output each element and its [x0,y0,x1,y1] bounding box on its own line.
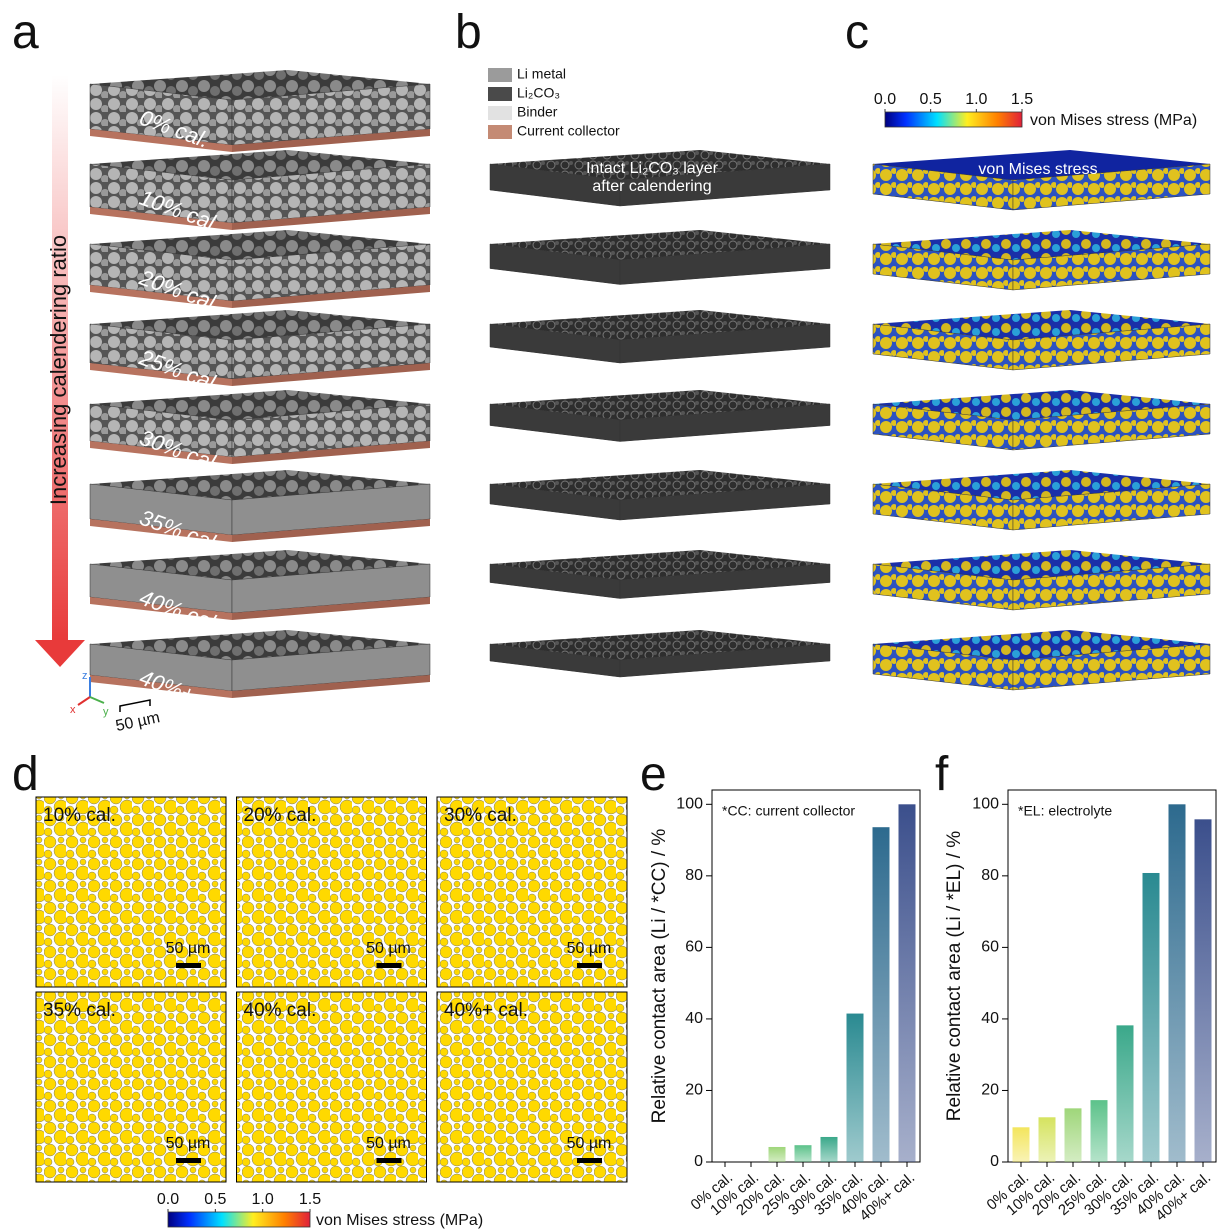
scale-bar [577,963,602,968]
legend-label: Binder [517,104,558,120]
y-axis-label: Relative contact area (Li / *EL) / % [944,831,965,1122]
scale-label: 50 µm [567,940,612,957]
colorbar-tick-label: 0.5 [204,1191,226,1208]
legend-label: Current collector [517,123,620,139]
bar [1195,819,1212,1162]
panel-letter: b [455,6,482,59]
colorbar [168,1212,310,1227]
y-tick-label: 100 [972,796,999,813]
bar [1065,1108,1082,1162]
colorbar-tick-label: 0.0 [874,91,896,108]
panel-letter: a [12,6,39,59]
y-tick-label: 80 [981,867,999,884]
colorbar-tick-label: 1.5 [1011,91,1033,108]
bar [1169,804,1186,1162]
axis-x-label: x [70,704,76,716]
bar [795,1145,812,1162]
bar [1013,1127,1030,1162]
colorbar-tick-label: 0.0 [157,1191,179,1208]
bar [769,1147,786,1162]
scale-label: 50 µm [366,940,411,957]
y-tick-label: 80 [685,867,703,884]
arrow-label: Increasing calendering ratio [46,235,71,505]
micrograph-label: 30% cal. [444,805,517,826]
annotation: Intact Li₂CO₃ layer [586,160,719,177]
colorbar-label: von Mises stress (MPa) [316,1212,483,1229]
y-tick-label: 20 [685,1082,703,1099]
legend-label: Li metal [517,66,566,82]
bar [847,1014,864,1162]
scale-bar [120,700,150,712]
bar [1117,1025,1134,1162]
y-tick-label: 60 [685,939,703,956]
colorbar-tick-label: 1.0 [965,91,987,108]
y-tick-label: 100 [676,796,703,813]
colorbar-tick-label: 1.0 [252,1191,274,1208]
panel-letter: e [640,748,667,801]
bar [821,1137,838,1162]
y-tick-label: 40 [981,1010,999,1027]
scale-label: 50 µm [366,1135,411,1152]
annotation: *CC: current collector [722,803,855,819]
scale-bar [377,963,402,968]
legend-swatch [488,106,512,120]
legend-swatch [488,87,512,101]
micrograph-label: 40%+ cal. [444,1000,528,1021]
micrograph-label: 40% cal. [244,1000,317,1021]
legend-swatch [488,125,512,139]
axis-z-label: z [82,670,88,682]
axis-y-label: y [103,706,109,718]
scale-label: 50 µm [166,1135,211,1152]
axis-x [78,697,90,705]
y-tick-label: 0 [694,1153,703,1170]
bar [1143,873,1160,1162]
arrow-head [35,640,85,667]
scale-bar [377,1158,402,1163]
colorbar-tick-label: 0.5 [920,91,942,108]
annotation: *EL: electrolyte [1018,803,1112,819]
micrograph-label: 20% cal. [244,805,317,826]
bar [899,804,916,1162]
scale-label: 50 µm [166,940,211,957]
y-tick-label: 20 [981,1082,999,1099]
y-tick-label: 60 [981,939,999,956]
legend-swatch [488,68,512,82]
panel-letter: f [935,748,949,801]
scale-bar [176,1158,201,1163]
micrograph-label: 10% cal. [43,805,116,826]
panel-letter: d [12,748,39,801]
figure: abcdef0% cal.10% cal.20% cal.25% cal.30%… [0,0,1217,1231]
y-tick-label: 40 [685,1010,703,1027]
colorbar-tick-label: 1.5 [299,1191,321,1208]
scale-bar [577,1158,602,1163]
scale-label: 50 µm [114,709,161,735]
colorbar [885,112,1022,127]
annotation: von Mises stress [978,161,1097,178]
micrograph-label: 35% cal. [43,1000,116,1021]
axis-y [90,697,104,703]
bar [1039,1117,1056,1162]
bar [873,827,890,1162]
y-axis-label: Relative contact area (Li / *CC) / % [649,829,670,1124]
scale-bar [176,963,201,968]
y-tick-label: 0 [990,1153,999,1170]
panel-letter: c [845,6,869,59]
annotation: after calendering [592,178,711,195]
scale-label: 50 µm [567,1135,612,1152]
bar [1091,1100,1108,1162]
colorbar-label: von Mises stress (MPa) [1030,112,1197,129]
legend-label: Li₂CO₃ [517,85,560,101]
